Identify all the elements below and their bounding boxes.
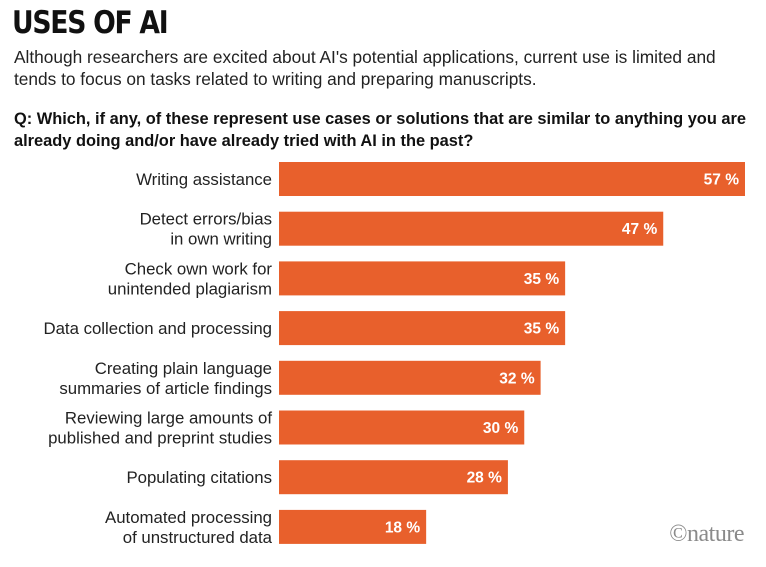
- chart-title: USES OF AI: [12, 5, 169, 41]
- category-label: Reviewing large amounts of: [65, 409, 272, 428]
- bar: [279, 211, 664, 246]
- bar: [279, 360, 541, 395]
- survey-question: Q: Which, if any, of these represent use…: [14, 110, 746, 150]
- bar-value-label: 32 %: [499, 370, 535, 387]
- chart-subtitle: Although researchers are excited about A…: [14, 47, 716, 89]
- category-label: of unstructured data: [123, 528, 273, 547]
- category-label: in own writing: [170, 230, 272, 249]
- category-label: published and preprint studies: [48, 429, 272, 448]
- bar-value-label: 35 %: [524, 321, 560, 338]
- category-label: Writing assistance: [136, 170, 272, 189]
- category-label: unintended plagiarism: [108, 279, 272, 298]
- bar: [279, 460, 508, 495]
- nature-credit-logo: ©nature: [669, 521, 744, 547]
- bar: [279, 162, 745, 196]
- bar: [279, 410, 525, 445]
- bar: [279, 311, 566, 346]
- bar-value-label: 57 %: [704, 172, 740, 189]
- bar-value-label: 47 %: [622, 221, 658, 238]
- bar-value-label: 35 %: [524, 271, 560, 288]
- category-label: Detect errors/bias: [140, 210, 272, 229]
- bar: [279, 509, 427, 544]
- category-label: Data collection and processing: [43, 319, 272, 338]
- category-label: Creating plain language: [95, 359, 272, 378]
- category-label: summaries of article findings: [59, 379, 272, 398]
- bar: [279, 261, 566, 296]
- bar-value-label: 18 %: [385, 519, 421, 536]
- category-label: Populating citations: [126, 468, 272, 487]
- category-label: Automated processing: [105, 508, 272, 527]
- bar-value-label: 28 %: [467, 470, 503, 487]
- category-label: Check own work for: [125, 259, 273, 278]
- bar-value-label: 30 %: [483, 420, 519, 437]
